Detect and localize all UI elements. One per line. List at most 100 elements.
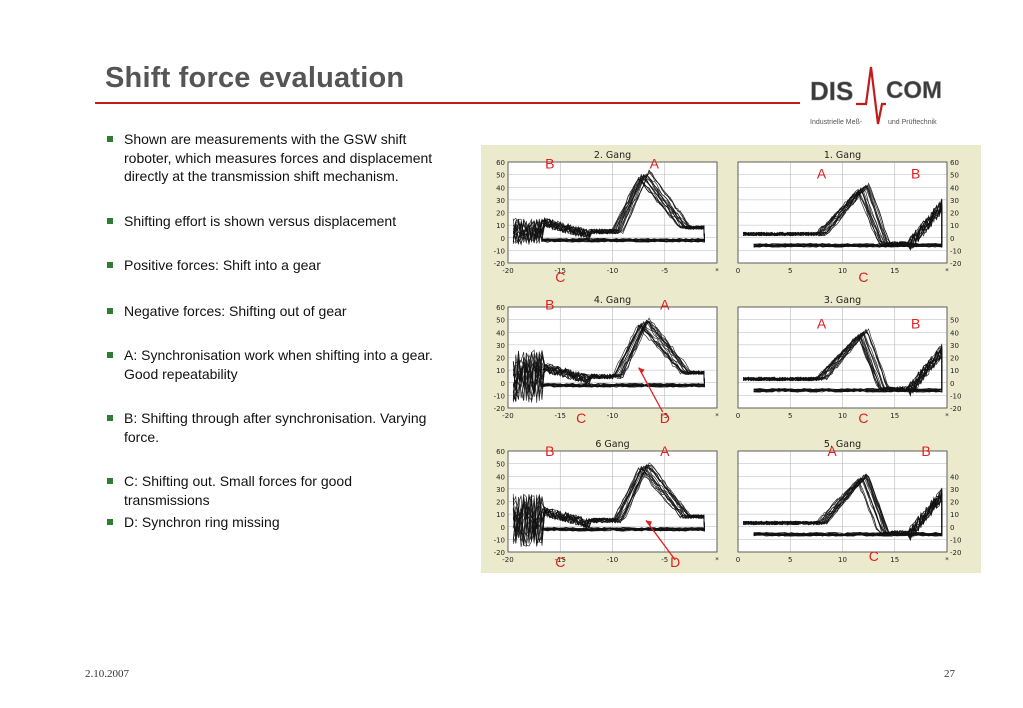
bullet-item: D: Synchron ring missing [104,513,434,532]
panel-title: 4. Gang [594,295,631,306]
force-trace [512,464,705,536]
annotation-label-d: D [660,410,670,426]
x-tick-label: 0 [736,267,740,275]
x-tick-label: * [715,267,719,275]
y-tick-label: 30 [496,197,505,205]
annotation-label-b: B [921,443,930,459]
bullet-item: Shifting effort is shown versus displace… [104,212,434,231]
plot-frame [737,450,948,553]
annotation-label-b: B [545,443,554,459]
y-tick-label: 20 [496,499,505,507]
y-tick-label: -10 [494,247,505,255]
y-tick-label: 60 [496,159,505,167]
bullet-item: A: Synchronisation work when shifting in… [104,346,434,383]
plot-frame [737,161,948,264]
bullet-item: B: Shifting through after synchronisatio… [104,409,434,446]
y-tick-label: 0 [501,380,505,388]
bullet-item: Positive forces: Shift into a gear [104,256,434,275]
x-tick-label: -5 [661,267,668,275]
annotation-label-a: A [660,443,670,459]
annotation-label-a: A [650,155,660,171]
x-tick-label: 5 [788,412,792,420]
y-tick-label: 60 [496,304,505,312]
y-tick-label: 20 [950,499,959,507]
y-tick-label: -10 [950,247,961,255]
x-tick-label: -15 [555,412,566,420]
arrow-d-head [638,367,645,374]
x-tick-label: 10 [838,412,847,420]
x-tick-label: * [715,556,719,564]
discom-logo: DIS COM Industrielle Meß- und Prüftechni… [810,66,942,126]
force-trace [743,336,943,394]
annotation-label-c: C [576,410,586,426]
x-tick-label: -20 [502,556,513,564]
annotation-label-c: C [858,410,868,426]
plot-frame [507,161,718,264]
arrow-d-head [645,520,652,527]
x-tick-label: -5 [661,412,668,420]
force-trace [512,320,705,403]
y-tick-label: -10 [494,536,505,544]
y-tick-label: 20 [950,355,959,363]
x-tick-label: -10 [607,556,618,564]
x-tick-label: -5 [661,556,668,564]
y-tick-label: 40 [496,473,505,481]
y-tick-label: 10 [496,222,505,230]
y-tick-label: 30 [496,486,505,494]
y-tick-label: 30 [950,197,959,205]
x-tick-label: 0 [736,556,740,564]
force-trace [743,184,943,250]
y-tick-label: 0 [501,524,505,532]
y-tick-label: 60 [496,448,505,456]
force-trace [512,466,705,547]
page-title: Shift force evaluation [105,62,405,94]
force-trace [743,184,943,248]
x-tick-label: 10 [838,267,847,275]
panel-title: 1. Gang [824,150,861,161]
force-trace [512,174,705,244]
chart-panel: 3. Gang 0 5 10 15 * 50 40 30 20 10 0 -10 -20 A B C [736,295,962,426]
y-tick-label: 0 [950,524,954,532]
y-tick-label: 10 [950,367,959,375]
y-tick-label: 0 [501,235,505,243]
y-tick-label: 30 [496,342,505,350]
annotation-label-a: A [817,315,827,331]
x-tick-label: 0 [736,412,740,420]
arrow-d [638,367,664,413]
chart-panel: 2. Gang -20 -15 -10 -5 * 60 50 40 30 20 10 0 -10 -20 B A… [494,150,720,285]
arrow-d [645,520,676,561]
panel-title: 2. Gang [594,150,631,161]
y-tick-label: 0 [950,380,954,388]
y-tick-label: 20 [496,210,505,218]
bullet-item: Shown are measurements with the GSW shif… [104,130,434,186]
y-tick-label: -20 [950,260,961,268]
x-tick-label: 15 [890,412,899,420]
y-tick-label: -10 [494,392,505,400]
x-tick-label: * [945,556,949,564]
x-tick-label: -15 [555,556,566,564]
footer-date: 2.10.2007 [85,668,129,680]
annotation-label-b: B [911,315,920,331]
y-tick-label: 10 [496,367,505,375]
y-tick-label: 30 [950,486,959,494]
y-tick-label: 10 [950,511,959,519]
annotation-label-c: C [858,269,868,285]
x-tick-label: -20 [502,267,513,275]
annotation-label-c: C [555,554,565,570]
chart-panel: 1. Gang 0 5 10 15 * 60 50 40 30 20 10 0 -10 -20 A B C [736,150,962,285]
y-tick-label: 0 [950,235,954,243]
force-trace [742,328,943,393]
y-tick-label: 30 [950,342,959,350]
plot-frame [507,450,718,553]
annotation-label-c: C [555,269,565,285]
bullet-item: Negative forces: Shifting out of gear [104,302,434,321]
force-trace [512,173,705,246]
annotation-label-b: B [545,297,554,313]
annotation-label-d: D [670,554,680,570]
logo-pulse-icon [856,66,886,125]
y-tick-label: 10 [950,222,959,230]
x-tick-label: -15 [555,267,566,275]
y-tick-label: -10 [950,536,961,544]
x-tick-label: -10 [607,267,618,275]
y-tick-label: 40 [496,329,505,337]
